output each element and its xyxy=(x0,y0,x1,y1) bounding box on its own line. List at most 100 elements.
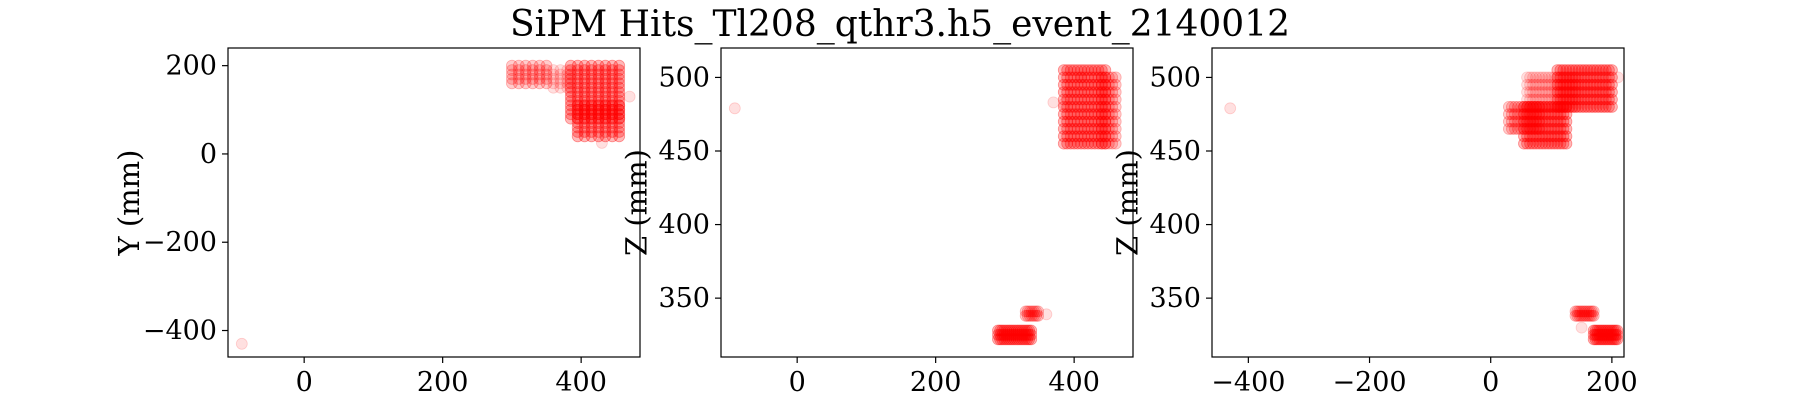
sipm-hit-point xyxy=(1587,328,1600,341)
sipm-hit-point xyxy=(564,77,577,90)
sipm-hit-point xyxy=(571,108,584,121)
sipm-hit-point xyxy=(1551,101,1564,113)
sipm-hit-point xyxy=(1575,71,1588,84)
sipm-hit-point xyxy=(578,103,591,116)
sipm-hit-point xyxy=(1030,309,1042,322)
sipm-hit-point xyxy=(1557,71,1570,84)
sipm-hit-point xyxy=(1606,101,1618,113)
sipm-hit-point xyxy=(623,90,636,103)
sipm-hit-point xyxy=(1010,333,1023,346)
sipm-hit-point xyxy=(585,59,598,72)
sipm-hit-point xyxy=(1569,64,1582,76)
sipm-hit-point xyxy=(1010,324,1023,337)
sipm-hit-point xyxy=(1581,64,1594,76)
sipm-hit-point xyxy=(1554,86,1567,98)
sipm-hit-point xyxy=(1106,93,1119,106)
sipm-hit-point xyxy=(1078,101,1091,113)
sipm-hit-point xyxy=(1095,137,1108,150)
sipm-hit-point xyxy=(578,77,591,90)
sipm-hit-point xyxy=(1002,333,1015,346)
sipm-hit-point xyxy=(1595,328,1607,341)
sipm-hit-point xyxy=(1554,130,1567,143)
sipm-hit-point xyxy=(606,77,619,90)
sipm-hit-point xyxy=(1593,101,1606,113)
sipm-hit-point xyxy=(578,103,591,116)
sipm-hit-point xyxy=(1023,328,1035,341)
sipm-hit-point xyxy=(1542,108,1555,121)
sipm-hit-point xyxy=(1572,78,1585,91)
sipm-hit-point xyxy=(526,73,539,85)
sipm-hit-point xyxy=(1095,101,1108,113)
sipm-hit-point xyxy=(1109,122,1122,135)
sipm-hit-point xyxy=(540,68,553,81)
x-tick-label: 200 xyxy=(910,367,962,398)
sipm-hit-point xyxy=(564,59,577,72)
sipm-hit-point xyxy=(1582,309,1595,322)
sipm-hit-point xyxy=(613,112,626,125)
sipm-hit-point xyxy=(1533,137,1546,150)
sipm-hit-point xyxy=(1064,71,1077,84)
sipm-hit-point xyxy=(1099,78,1112,91)
sipm-hit-point xyxy=(1569,101,1582,113)
sipm-hit-point xyxy=(540,73,553,85)
sipm-hit-point xyxy=(1057,93,1070,106)
sipm-hit-point xyxy=(585,121,598,134)
scatter-markers xyxy=(235,59,636,350)
sipm-hit-point xyxy=(578,130,591,143)
sipm-hit-point xyxy=(1082,122,1094,135)
sipm-hit-point xyxy=(1533,71,1546,84)
sipm-hit-point xyxy=(1014,328,1027,341)
sipm-hit-point xyxy=(592,103,605,116)
sipm-hit-point xyxy=(1026,305,1038,318)
sipm-hit-point xyxy=(1089,64,1101,76)
sipm-hit-point xyxy=(606,59,619,72)
sipm-hit-point xyxy=(1542,130,1555,143)
sipm-hit-point xyxy=(1569,93,1582,106)
sipm-hit-point xyxy=(512,59,525,72)
sipm-hit-point xyxy=(1575,101,1588,113)
sipm-hit-point xyxy=(1524,115,1536,128)
sipm-hit-point xyxy=(578,73,591,85)
sipm-hit-point xyxy=(1551,71,1564,84)
sipm-hit-point xyxy=(1548,108,1561,121)
sipm-hit-point xyxy=(1524,86,1536,98)
sipm-hit-point xyxy=(1509,122,1521,135)
sipm-hit-point xyxy=(1566,71,1579,84)
sipm-hit-point xyxy=(1064,115,1077,128)
sipm-hit-point xyxy=(1569,101,1582,113)
sipm-hit-point xyxy=(1548,115,1561,128)
sipm-hit-point xyxy=(1082,93,1094,106)
sipm-hit-point xyxy=(1530,115,1542,128)
sipm-hit-point xyxy=(571,130,584,143)
sipm-hit-point xyxy=(1068,71,1080,84)
sipm-hit-point xyxy=(1551,115,1564,128)
sipm-hit-point xyxy=(1596,93,1609,106)
sipm-hit-point xyxy=(1557,130,1570,143)
sipm-hit-point xyxy=(564,95,577,107)
sipm-hit-point xyxy=(1017,333,1029,346)
x-tick-label: 200 xyxy=(417,367,469,398)
sipm-hit-point xyxy=(1557,108,1570,121)
sipm-hit-point xyxy=(1028,305,1040,318)
sipm-hit-point xyxy=(1071,108,1084,121)
sipm-hit-point xyxy=(1089,93,1101,106)
sipm-hit-point xyxy=(585,64,598,76)
sipm-hit-point xyxy=(1598,324,1611,337)
sipm-hit-point xyxy=(1019,328,1031,341)
sipm-hit-point xyxy=(554,81,567,94)
sipm-hit-point xyxy=(1533,101,1546,113)
sipm-hit-point xyxy=(1075,93,1087,106)
sipm-hit-point xyxy=(1571,305,1584,318)
sipm-hit-point xyxy=(1551,101,1564,113)
sipm-hit-point xyxy=(1542,101,1555,113)
sipm-hit-point xyxy=(1014,333,1027,346)
sipm-hit-point xyxy=(599,99,612,112)
sipm-hit-point xyxy=(1524,108,1536,121)
sipm-hit-point xyxy=(1542,137,1555,150)
sipm-hit-point xyxy=(1530,115,1542,128)
sipm-hit-point xyxy=(1539,137,1552,150)
sipm-hit-point xyxy=(1593,328,1606,341)
subplot-2: 0 200 400 350 400 450 500 Z (mm) xyxy=(620,47,1134,398)
sipm-hit-point xyxy=(1545,93,1558,106)
sipm-hit-point xyxy=(606,73,619,85)
